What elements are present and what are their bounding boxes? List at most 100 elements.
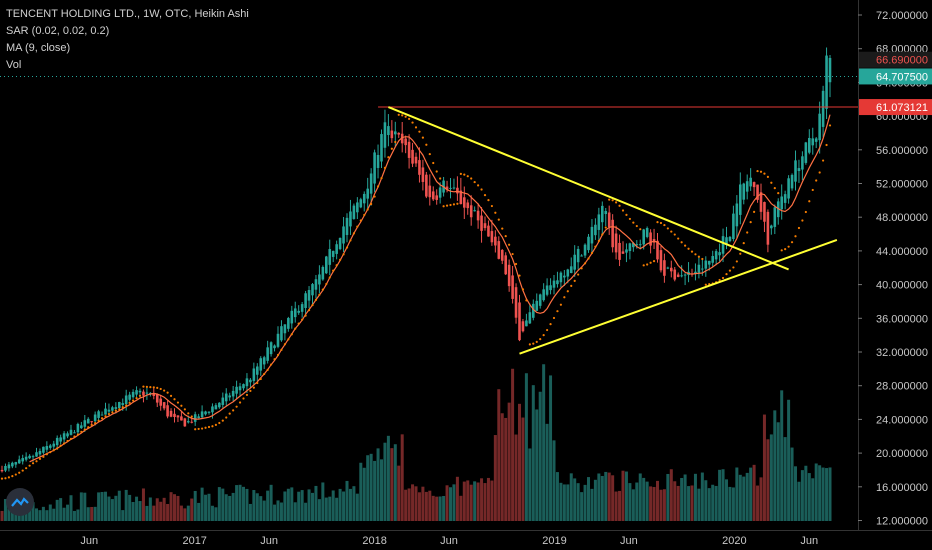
candle-body: [207, 411, 211, 413]
sar-dot: [59, 444, 62, 447]
chart-annotations[interactable]: [0, 75, 858, 355]
volume-bar: [311, 492, 314, 521]
candle-body: [49, 445, 52, 448]
volume-bar: [821, 467, 825, 521]
volume-bar: [183, 508, 187, 521]
candle-body: [345, 217, 349, 235]
candle-body: [518, 302, 521, 341]
sar-dot: [611, 199, 614, 202]
candle-body: [728, 236, 732, 242]
candle-body: [328, 249, 332, 265]
volume-bar: [776, 422, 780, 521]
volume-bar: [369, 453, 373, 521]
sar-dot: [442, 205, 445, 208]
sar-dot: [549, 323, 552, 326]
indicator-vol[interactable]: Vol: [6, 59, 22, 71]
sar-dot: [14, 473, 17, 476]
volume-bar: [518, 403, 521, 521]
candle-body: [428, 185, 432, 198]
candle-body: [718, 252, 721, 256]
sar-dot: [211, 425, 214, 428]
candle-body: [676, 274, 680, 277]
sar-dot: [797, 226, 801, 230]
sar-dot: [394, 140, 397, 144]
chart-title[interactable]: TENCENT HOLDING LTD., 1W, OTC, Heikin As…: [6, 8, 249, 20]
candle-body: [224, 393, 228, 402]
volume-bar: [452, 484, 456, 521]
candle-body: [190, 421, 194, 423]
volume-bar: [90, 506, 94, 521]
candle-body: [97, 411, 100, 418]
volume-bar: [204, 494, 208, 521]
volume-bar: [342, 491, 346, 521]
candle-body: [538, 294, 542, 306]
sar-dot: [604, 226, 607, 229]
sar-dot: [528, 343, 531, 346]
volume-bar: [704, 480, 708, 521]
volume-bar: [217, 487, 221, 521]
sar-dot: [408, 117, 411, 120]
indicator-ma[interactable]: MA (9, close): [6, 42, 71, 54]
candle-body: [83, 420, 87, 427]
price-axis[interactable]: 12.000000 16.000000 20.000000 24.000000 28.0…: [858, 0, 932, 530]
volume-bar: [569, 473, 573, 521]
sar-dot: [25, 467, 28, 470]
volume-bar: [200, 487, 204, 521]
volume-bar: [266, 490, 270, 521]
candle-body: [183, 418, 187, 427]
sar-dot: [828, 124, 832, 127]
volume-bar: [38, 510, 42, 521]
volume-bar: [762, 414, 766, 521]
sar-dot: [266, 368, 269, 371]
current-price-badge[interactable]: 64.707500: [859, 68, 932, 85]
volume-bar: [190, 498, 194, 521]
volume-bar: [152, 505, 156, 521]
sar-dot: [673, 233, 676, 236]
sar-dot: [301, 318, 304, 321]
volume-bar: [652, 487, 656, 521]
candle-body: [614, 233, 618, 253]
volume-bar: [621, 470, 625, 521]
volume-bar: [738, 474, 742, 521]
sar-dot: [735, 260, 738, 263]
sar-dot: [608, 198, 611, 201]
volume-bar: [794, 466, 797, 521]
sar-dot: [756, 169, 759, 173]
sar-dot: [142, 385, 145, 388]
sar-dot: [356, 225, 359, 228]
sar-dot: [546, 328, 549, 332]
sar-dot: [63, 442, 66, 445]
sar-dot: [49, 451, 52, 454]
candle-body: [659, 250, 663, 271]
candle-body: [321, 266, 325, 280]
candle-body: [269, 342, 273, 355]
volume-bar: [307, 489, 311, 521]
sar-dot: [687, 247, 690, 250]
volume-bar: [66, 504, 70, 521]
sar-dot: [704, 283, 707, 286]
volume-bar: [814, 463, 818, 521]
volume-bar: [304, 502, 308, 521]
volume-bar: [604, 471, 608, 521]
volume-bar: [642, 477, 646, 521]
volume-bar: [611, 475, 615, 521]
time-axis[interactable]: Jun 2017 Jun 2018 Jun 2019 Jun 2020 Jun: [0, 530, 932, 548]
sar-dot: [539, 337, 542, 341]
horizontal-level-badge[interactable]: 61.073121: [859, 99, 932, 116]
candle-body: [325, 256, 328, 274]
volume-bar: [542, 364, 546, 521]
last-high-badge[interactable]: 66.690000: [859, 51, 932, 68]
candle-body: [331, 250, 335, 257]
volume-bar: [376, 448, 380, 521]
time-tick-label: Jun: [440, 535, 458, 547]
candle-body: [666, 267, 670, 269]
sar-dot: [97, 419, 100, 422]
volume-bar: [576, 483, 580, 521]
tradingview-logo-icon[interactable]: [6, 488, 34, 516]
sar-dot: [118, 408, 121, 411]
volume-bar: [797, 481, 801, 521]
indicator-sar[interactable]: SAR (0.02, 0.02, 0.2): [6, 25, 110, 37]
sar-dot: [294, 327, 297, 330]
candle-body: [118, 402, 121, 409]
